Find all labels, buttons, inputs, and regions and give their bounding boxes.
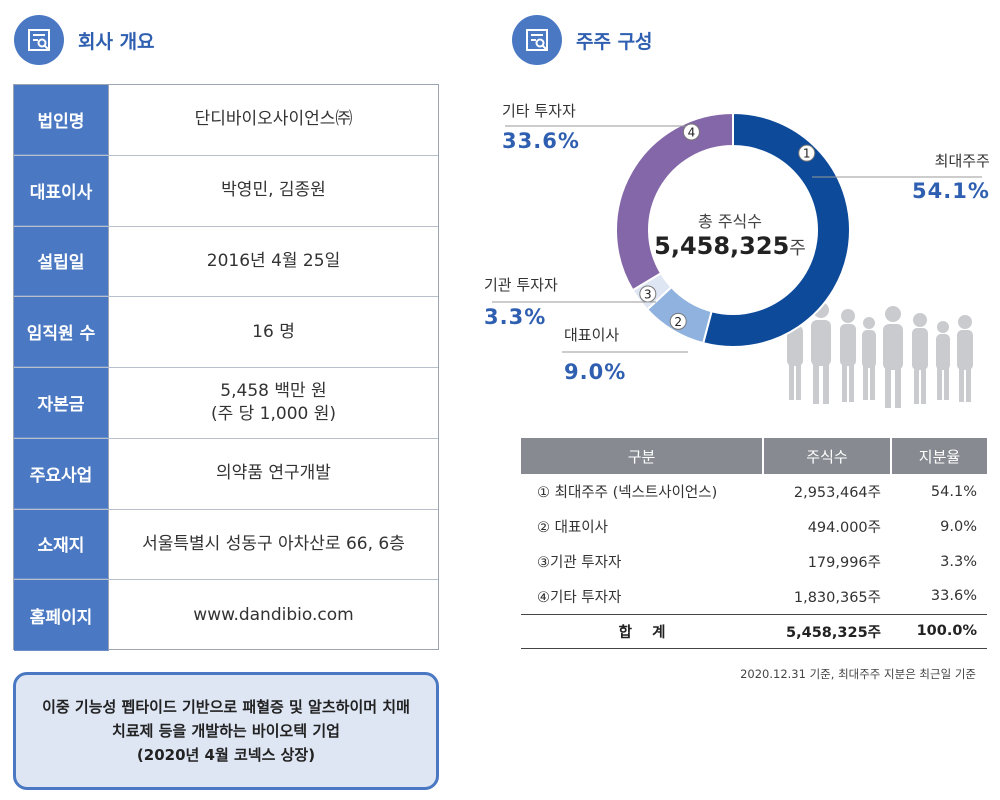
center-total: 5,458,325주 <box>640 232 820 260</box>
info-row-employees: 임직원 수 16 명 <box>14 297 438 368</box>
slice-marker-label-2: 2 <box>674 315 682 329</box>
capital-amount: 5,458 백만 원 <box>220 380 327 401</box>
callout-pct: 9.0% <box>564 360 627 384</box>
row-pct: 3.3% <box>940 553 977 570</box>
slice-marker-circle-4 <box>682 123 700 141</box>
row-shares: 1,830,365주 <box>793 589 881 606</box>
company-info-table: 법인명 단디바이오사이언스㈜ 대표이사 박영민, 김종원 설립일 2016년 4… <box>13 84 439 651</box>
center-title: 총 주식수 <box>698 212 762 231</box>
row-name: ② 대표이사 <box>537 520 608 536</box>
info-value: 의약품 연구개발 <box>216 463 331 484</box>
company-summary-box: 이중 기능성 펩타이드 기반으로 패혈증 및 알츠하이머 치매 치료제 등을 개… <box>13 672 439 790</box>
row-shares: 179,996주 <box>807 555 881 571</box>
info-value: 박영민, 김종원 <box>221 180 326 201</box>
callout-institutional-investors: 기관 투자자 3.3% <box>484 274 558 329</box>
row-pct: 9.0% <box>940 518 977 535</box>
slice-marker-label-4: 4 <box>688 125 696 139</box>
total-name: 합 계 <box>521 613 763 649</box>
summary-line: 치료제 등을 개발하는 바이오텍 기업 <box>112 722 340 740</box>
table-row: ③기관 투자자 179,996주 3.3% <box>521 544 987 579</box>
footnote: 2020.12.31 기준, 최대주주 지분은 최근일 기준 <box>740 667 976 681</box>
callout-name: 대표이사 <box>564 326 620 344</box>
center-total-value: 5,458,325 <box>654 232 790 260</box>
info-label: 법인명 <box>14 85 109 155</box>
info-row-homepage: 홈페이지 www.dandibio.com <box>14 580 438 651</box>
callout-ceo-pct: 9.0% <box>564 360 626 384</box>
homepage-link[interactable]: www.dandibio.com <box>193 605 354 626</box>
table-row: ② 대표이사 494.000주 9.0% <box>521 509 987 544</box>
table-row: ① 최대주주 (넥스트사이언스) 2,953,464주 54.1% <box>521 474 987 509</box>
total-pct: 100.0% <box>891 613 987 649</box>
table-total-row: 합 계 5,458,325주 100.0% <box>521 613 987 649</box>
donut-slice-1 <box>701 111 851 348</box>
info-label: 홈페이지 <box>14 580 109 651</box>
row-pct: 54.1% <box>930 483 977 500</box>
slice-marker-circle-1 <box>798 144 816 162</box>
shareholder-donut-chart: 1 2 3 4 <box>492 111 982 408</box>
chart-center-label: 총 주식수 5,458,325주 <box>640 208 820 260</box>
callout-pct: 54.1% <box>912 179 990 203</box>
shareholder-section-header: 주주 구성 <box>512 15 653 65</box>
info-label: 주요사업 <box>14 438 109 509</box>
callout-pct: 33.6% <box>502 129 580 153</box>
header-ratio: 지분율 <box>891 438 987 474</box>
info-row-ceo: 대표이사 박영민, 김종원 <box>14 155 438 227</box>
capital-per-share: (주 당 1,000 원) <box>210 403 337 424</box>
callout-largest-shareholder: 최대주주 54.1% <box>912 150 990 203</box>
callout-other-investors: 기타 투자자 33.6% <box>502 100 580 153</box>
info-row-address: 소재지 서울특별시 성동구 아차산로 66, 6층 <box>14 509 438 581</box>
company-section-header: 회사 개요 <box>14 15 155 65</box>
shareholder-table: 구분 주식수 지분율 ① 최대주주 (넥스트사이언스) 2,953,464주 5… <box>521 438 987 649</box>
header-shares: 주식수 <box>763 438 892 474</box>
info-value: 서울특별시 성동구 아차산로 66, 6층 <box>142 533 405 554</box>
row-shares: 2,953,464주 <box>793 485 881 501</box>
total-shares: 5,458,325주 <box>763 613 891 649</box>
info-label: 임직원 수 <box>14 297 109 367</box>
slice-marker-label-3: 3 <box>644 287 652 301</box>
donut-markers: 1 2 3 4 <box>639 123 816 330</box>
info-label: 대표이사 <box>14 155 109 226</box>
callout-name: 기관 투자자 <box>484 276 558 294</box>
callout-ceo: 대표이사 <box>564 324 619 345</box>
info-row-business: 주요사업 의약품 연구개발 <box>14 438 438 510</box>
info-value: 2016년 4월 25일 <box>206 250 341 271</box>
info-row-capital: 자본금 5,458 백만 원 (주 당 1,000 원) <box>14 368 438 439</box>
header-category: 구분 <box>521 438 764 474</box>
callout-name: 최대주주 <box>934 152 990 170</box>
row-name: ③기관 투자자 <box>537 555 622 571</box>
summary-line: 이중 기능성 펩타이드 기반으로 패혈증 및 알츠하이머 치매 <box>42 698 410 716</box>
people-silhouette-icon <box>787 302 973 408</box>
row-name: ① 최대주주 (넥스트사이언스) <box>537 485 718 501</box>
row-name: ④기타 투자자 <box>537 589 622 606</box>
info-label: 설립일 <box>14 226 109 297</box>
shareholder-section-title: 주주 구성 <box>576 30 653 53</box>
info-value: 단디바이오사이언스㈜ <box>194 109 353 130</box>
donut-slices <box>615 111 851 348</box>
info-value: 5,458 백만 원 (주 당 1,000 원) <box>109 368 438 438</box>
info-label: 소재지 <box>14 509 109 580</box>
company-section-title: 회사 개요 <box>78 30 155 53</box>
table-row: ④기타 투자자 1,830,365주 33.6% <box>521 579 987 614</box>
table-header-row: 구분 주식수 지분율 <box>521 438 987 474</box>
row-pct: 33.6% <box>930 588 977 605</box>
callout-name: 기타 투자자 <box>502 102 576 120</box>
leader-lines <box>492 125 982 353</box>
info-value: 16 명 <box>252 321 295 342</box>
document-search-icon <box>14 15 64 65</box>
donut-slice-4 <box>615 111 734 292</box>
info-label: 자본금 <box>14 368 109 438</box>
info-row-founded: 설립일 2016년 4월 25일 <box>14 226 438 298</box>
slice-marker-label-1: 1 <box>803 147 811 161</box>
info-row-name: 법인명 단디바이오사이언스㈜ <box>14 85 438 156</box>
row-shares: 494.000주 <box>807 520 881 536</box>
document-search-icon <box>512 15 562 65</box>
summary-line: (2020년 4월 코넥스 상장) <box>136 746 316 764</box>
callout-pct: 3.3% <box>484 305 547 329</box>
slice-marker-circle-2 <box>669 312 687 330</box>
center-total-unit: 주 <box>789 238 806 259</box>
